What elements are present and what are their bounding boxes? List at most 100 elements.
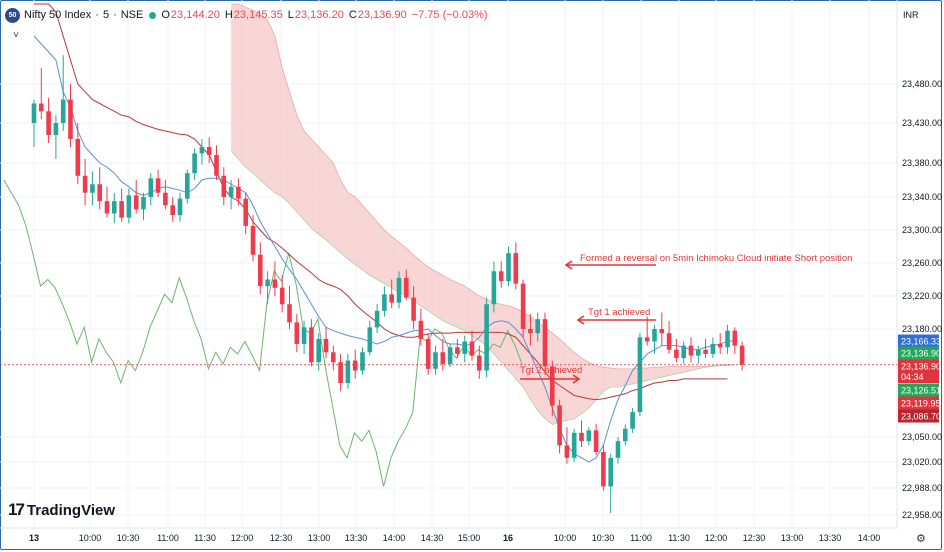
exchange: NSE: [120, 9, 144, 21]
price-tag: 23,119.95: [898, 396, 940, 410]
x-tick-label: 14:30: [420, 533, 444, 543]
candle-body: [170, 205, 175, 216]
candle-body: [31, 103, 37, 123]
candle-body: [39, 103, 44, 112]
candle: [491, 261, 497, 313]
candle: [323, 327, 329, 359]
candle: [228, 180, 234, 210]
candle-body: [221, 175, 227, 197]
candle-body: [265, 279, 270, 287]
x-tick-label: 13:30: [344, 533, 368, 543]
candle: [571, 428, 577, 462]
candle: [440, 338, 446, 371]
candle-body: [396, 277, 402, 303]
candle: [221, 167, 227, 206]
separator: ·: [95, 9, 99, 21]
candle: [593, 423, 599, 456]
x-tick-label: 11:30: [668, 533, 690, 543]
candle: [352, 349, 358, 379]
candle: [615, 437, 621, 464]
x-tick-label: 12:00: [230, 533, 254, 543]
candle: [557, 399, 562, 454]
candle-body: [155, 178, 161, 193]
candle-body: [126, 195, 132, 218]
candle: [396, 271, 402, 309]
candle: [331, 345, 336, 371]
chevron-down-icon[interactable]: ˅: [13, 29, 19, 41]
candle: [287, 286, 292, 329]
candle-body: [659, 329, 665, 334]
candle: [528, 314, 533, 346]
x-tick-label: 13:00: [307, 533, 331, 543]
candle-body: [177, 198, 183, 216]
y-tick-label: 23,050.00: [902, 432, 943, 442]
candle: [739, 341, 745, 371]
candle-body: [498, 271, 504, 282]
candle: [382, 286, 387, 317]
symbol-logo: 50: [5, 7, 20, 23]
candle: [455, 338, 460, 359]
candle-body: [710, 343, 716, 354]
candle-body: [60, 99, 66, 123]
annotation-tgt-1: Tgt 1 achieved: [588, 307, 651, 318]
open-label: O: [161, 9, 170, 21]
gear-icon[interactable]: ⚙: [916, 533, 926, 545]
candle-body: [214, 155, 219, 176]
candle-body: [506, 253, 511, 282]
x-tick-label: 12:30: [269, 533, 293, 543]
candle-body: [382, 294, 387, 311]
candle-body: [68, 99, 73, 139]
x-tick-label: 10:30: [116, 533, 140, 543]
tradingview-mark: 17: [8, 500, 25, 519]
candle-body: [404, 277, 409, 298]
candle: [133, 180, 139, 214]
candle: [601, 445, 606, 491]
candle: [447, 343, 453, 368]
candle: [236, 178, 241, 206]
candle-body: [316, 338, 321, 363]
candle-body: [374, 310, 380, 328]
symbol-name[interactable]: Nifty 50 Index: [24, 9, 92, 21]
candle-body: [469, 341, 475, 356]
candle: [338, 353, 343, 392]
candle-body: [433, 352, 438, 369]
candle-body: [557, 405, 562, 446]
interval[interactable]: 5: [102, 9, 110, 21]
candle-body: [133, 195, 139, 210]
candle-body: [484, 304, 489, 371]
y-tick-label: 23,020.00: [902, 457, 943, 467]
currency-label[interactable]: INR: [903, 10, 919, 20]
candle-body: [703, 349, 708, 354]
candle: [279, 275, 285, 313]
candle: [374, 304, 380, 334]
candle: [294, 314, 300, 353]
y-tick-label: 23,480.00: [902, 79, 943, 89]
candle-body: [294, 322, 300, 344]
candle-body: [46, 111, 51, 135]
candle: [652, 324, 657, 354]
candle: [535, 312, 540, 342]
candle-body: [345, 360, 351, 383]
change-value: −7.75 (−0.03%): [411, 9, 488, 21]
candle-body: [637, 337, 643, 413]
annotation-tgt-2: Tgt 2 achieved: [520, 365, 583, 376]
price-tag: 23,166.33: [898, 334, 941, 348]
candle-body: [104, 201, 110, 214]
candle-body: [623, 428, 628, 442]
candle: [141, 192, 146, 221]
tradingview-logo[interactable]: 17 TradingView: [8, 500, 115, 520]
candle-body: [141, 197, 146, 210]
y-tick-label: 23,340.00: [902, 192, 943, 202]
candle: [185, 169, 190, 204]
candle: [316, 333, 321, 371]
kijun-line: [34, 3, 728, 401]
candle-body: [491, 271, 497, 305]
candle: [163, 180, 168, 210]
candle-body: [338, 362, 343, 383]
x-tick-label: 14:00: [382, 533, 406, 543]
candle: [506, 246, 511, 287]
x-tick-label: 14:00: [857, 533, 881, 543]
arrow-tgt-1: [576, 315, 656, 325]
candle-body: [477, 355, 482, 371]
